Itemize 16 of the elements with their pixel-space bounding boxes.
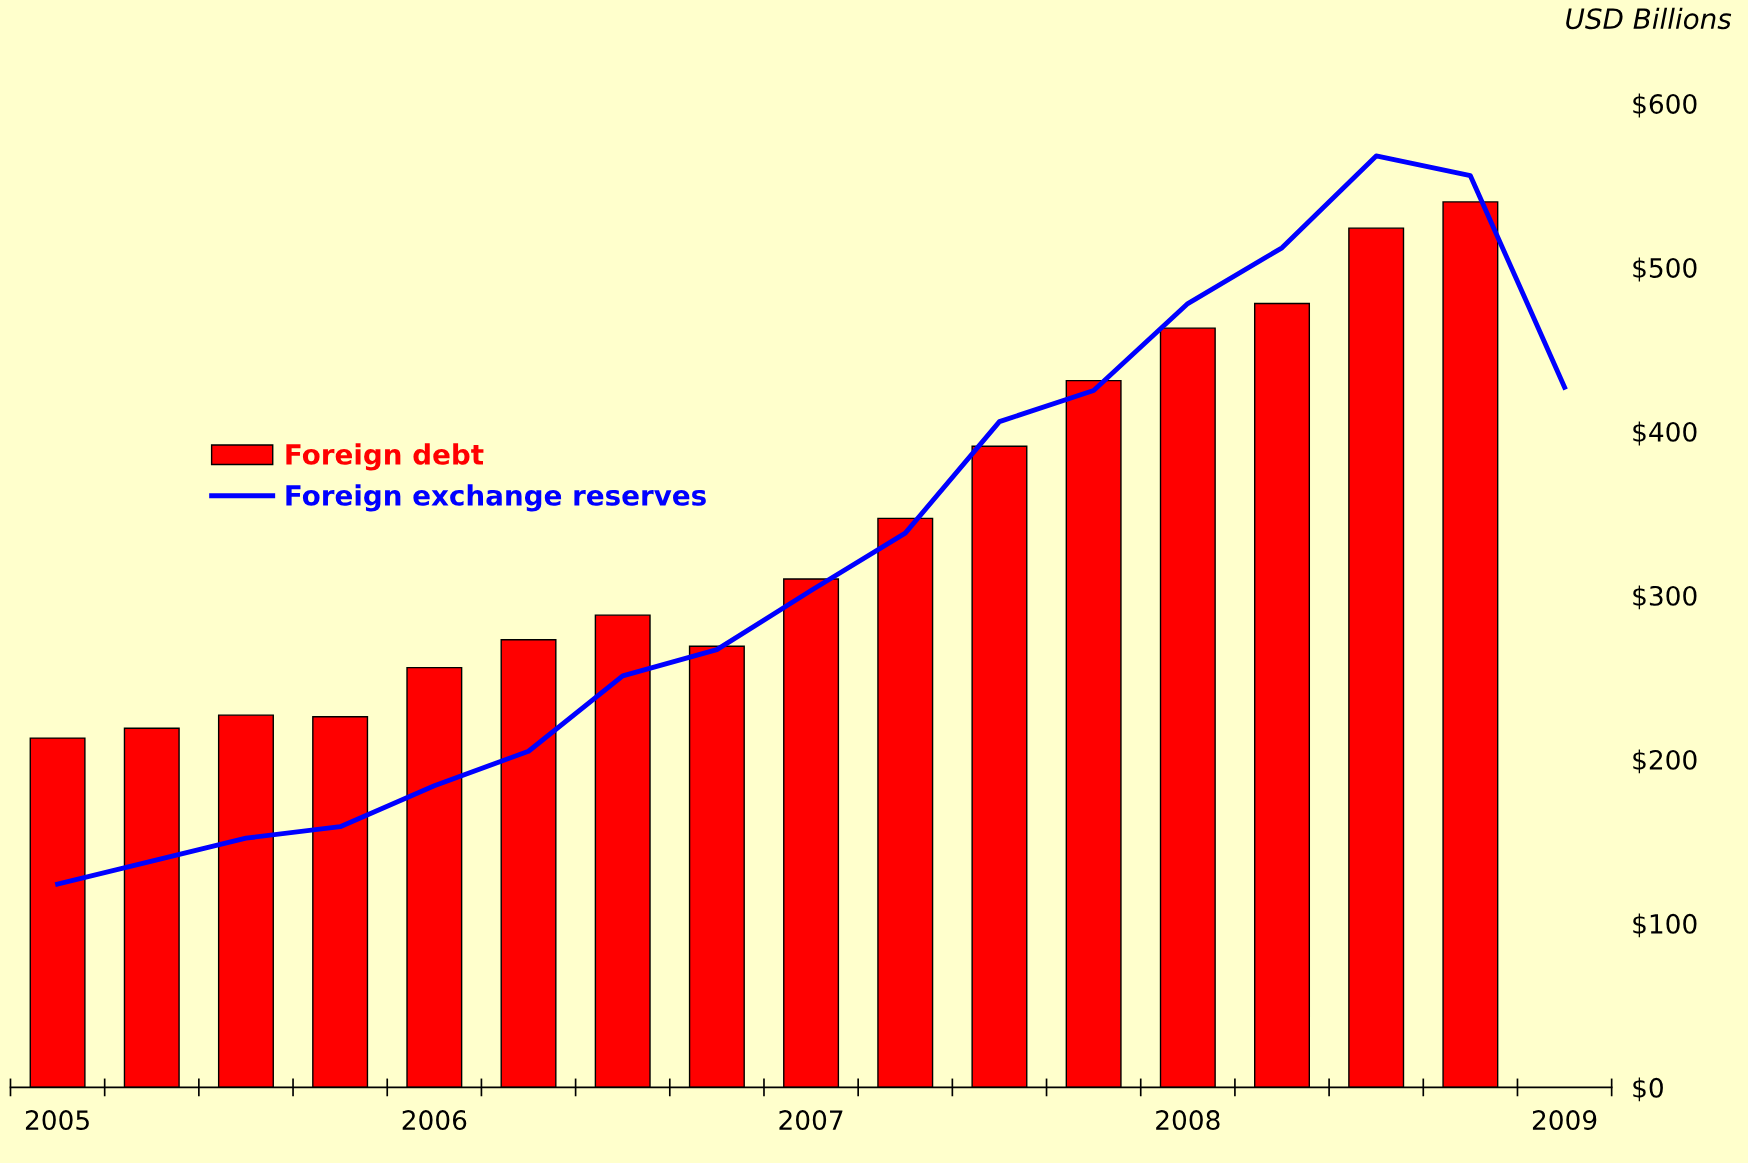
legend-label: Foreign debt <box>286 443 484 471</box>
x-tick-label: 2008 <box>1156 1110 1220 1131</box>
y-tick-label: $500 <box>1633 257 1697 282</box>
y-tick-label: $0 <box>1633 1077 1663 1102</box>
x-tick-label: 2007 <box>779 1110 843 1131</box>
y-tick-label: $400 <box>1633 421 1697 446</box>
line-series <box>55 153 1567 887</box>
x-tick-label: 2005 <box>25 1110 89 1131</box>
x-tick-label: 2006 <box>402 1110 467 1131</box>
legend-label: Foreign exchange reserves <box>286 484 706 512</box>
y-tick-label: $300 <box>1633 585 1697 610</box>
x-tick-label: 2009 <box>1532 1110 1597 1131</box>
y-tick-label: $600 <box>1633 93 1697 118</box>
y-tick-label: $100 <box>1633 913 1697 938</box>
y-tick-label: $200 <box>1633 749 1697 774</box>
y-axis-title: USD Billions <box>1566 7 1732 30</box>
